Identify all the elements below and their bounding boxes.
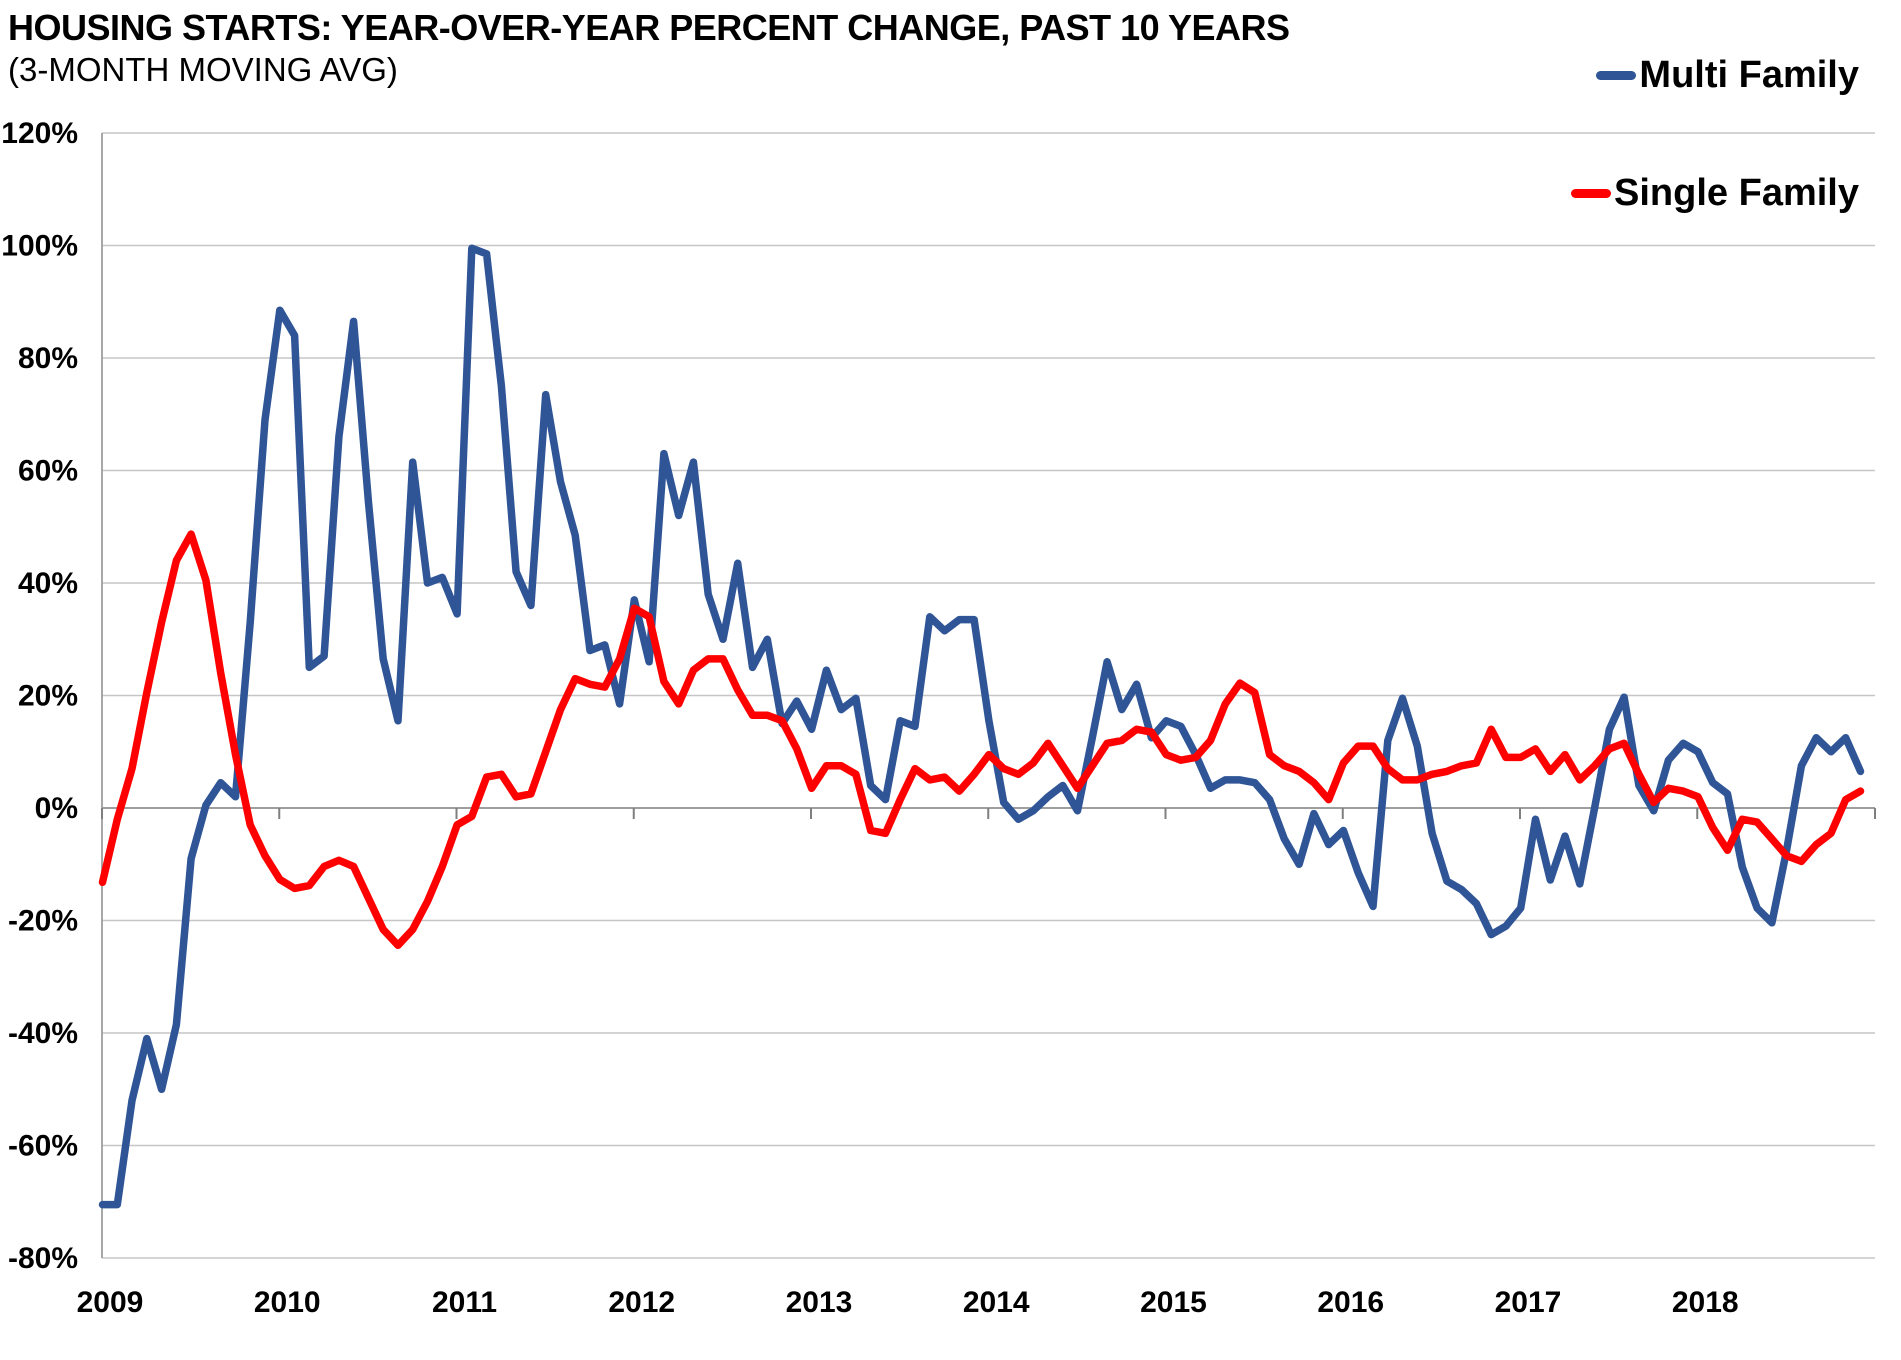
x-axis-tick-label: 2011 xyxy=(432,1286,497,1319)
legend-item-multi-family: Multi Family xyxy=(1596,54,1859,97)
single-family-line-icon xyxy=(1571,189,1612,198)
x-axis-tick-label: 2016 xyxy=(1317,1286,1384,1319)
x-axis-tick-label: 2013 xyxy=(786,1286,853,1319)
y-axis-tick-label: 40% xyxy=(18,567,78,600)
y-axis-tick-label: 100% xyxy=(1,230,78,263)
x-axis-tick-label: 2018 xyxy=(1672,1286,1739,1319)
x-axis-tick-label: 2017 xyxy=(1495,1286,1562,1319)
page-subtitle: (3-MONTH MOVING AVG) xyxy=(8,51,398,88)
chart-header: HOUSING STARTS: YEAR-OVER-YEAR PERCENT C… xyxy=(8,6,1290,90)
y-axis-tick-label: -60% xyxy=(8,1130,78,1163)
y-axis-tick-label: 80% xyxy=(18,342,78,375)
y-axis-tick-label: -20% xyxy=(8,905,78,938)
y-axis-tick-label: -40% xyxy=(8,1017,78,1050)
legend-label-single-family: Single Family xyxy=(1614,172,1859,214)
y-axis-tick-label: -80% xyxy=(8,1242,78,1275)
x-axis-tick-label: 2012 xyxy=(608,1286,675,1319)
y-axis-tick-label: 20% xyxy=(18,680,78,713)
multi-family-line-icon xyxy=(1596,71,1637,80)
series-line-multi-family xyxy=(98,244,1865,1209)
x-axis-tick-label: 2014 xyxy=(963,1286,1030,1319)
series-line-single-family xyxy=(98,530,1865,950)
y-axis-tick-label: 120% xyxy=(1,117,78,150)
page-title: HOUSING STARTS: YEAR-OVER-YEAR PERCENT C… xyxy=(8,7,1290,48)
x-axis-tick-label: 2010 xyxy=(254,1286,321,1319)
x-axis-tick-label: 2009 xyxy=(77,1286,144,1319)
y-axis-tick-label: 60% xyxy=(18,455,78,488)
x-axis-tick-label: 2015 xyxy=(1140,1286,1207,1319)
y-axis-tick-label: 0% xyxy=(35,792,78,825)
legend-item-single-family: Single Family xyxy=(1571,172,1859,215)
legend-label-multi-family: Multi Family xyxy=(1639,54,1859,96)
